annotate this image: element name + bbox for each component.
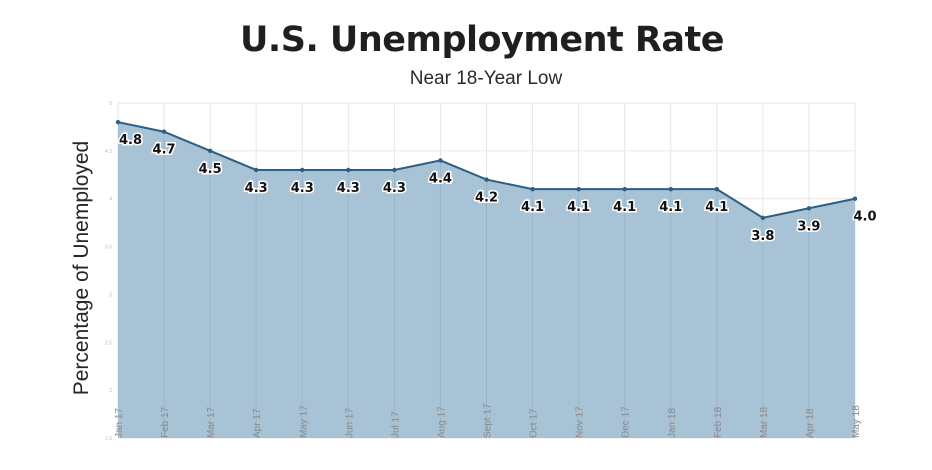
y-tick-label: 3 bbox=[109, 292, 112, 298]
data-point bbox=[484, 177, 489, 182]
y-tick-label: 2 bbox=[109, 388, 112, 394]
x-tick-label: Mar 17 bbox=[206, 406, 217, 438]
x-tick-label: Oct 17 bbox=[529, 408, 540, 438]
data-point bbox=[392, 167, 397, 173]
data-label: 4.7 bbox=[153, 143, 176, 158]
x-tick-label: Jul 17 bbox=[390, 411, 401, 438]
data-point bbox=[115, 119, 121, 125]
chart-subtitle: Near 18-Year Low bbox=[409, 68, 563, 89]
x-tick-label: Nov 17 bbox=[575, 406, 586, 438]
data-label: 4.3 bbox=[245, 181, 268, 196]
data-labels: 4.8 4.7 4.5 4.3 4.3 4.3 4.3 4.4 4.2 4.1 4.1 4.1 4.1 4… bbox=[118, 132, 879, 246]
data-point bbox=[207, 148, 213, 154]
x-tick-label: Feb 17 bbox=[160, 406, 171, 438]
y-tick-label: 1.5 bbox=[105, 436, 112, 442]
data-label: 4.8 bbox=[119, 133, 142, 148]
data-label: 4.3 bbox=[337, 181, 360, 196]
x-tick-label: Dec 17 bbox=[621, 406, 632, 438]
x-tick-label: Aug 17 bbox=[436, 406, 447, 438]
data-points bbox=[115, 119, 858, 221]
data-point bbox=[530, 186, 535, 192]
data-label: 4.1 bbox=[613, 200, 636, 215]
data-label: 4.3 bbox=[383, 181, 406, 196]
data-point bbox=[714, 186, 720, 192]
data-point bbox=[346, 167, 351, 173]
data-point bbox=[253, 167, 259, 173]
data-label: 4.1 bbox=[705, 200, 728, 215]
data-point bbox=[668, 186, 673, 192]
x-tick-label: Jun 17 bbox=[344, 408, 355, 438]
x-tick-label: Apr 18 bbox=[805, 408, 816, 438]
data-point bbox=[161, 129, 167, 134]
x-tick-label: Jan 18 bbox=[667, 408, 678, 438]
data-label: 4.1 bbox=[659, 200, 682, 215]
chart-title: U.S. Unemployment Rate bbox=[240, 20, 724, 60]
x-tick-label: Apr 17 bbox=[252, 408, 263, 438]
data-label: 4.4 bbox=[429, 171, 452, 186]
data-point bbox=[300, 167, 305, 173]
data-point bbox=[852, 196, 858, 201]
data-label: 4.1 bbox=[521, 200, 544, 215]
data-label: 4.5 bbox=[199, 162, 222, 177]
y-tick-label: 4.5 bbox=[105, 149, 112, 155]
data-label: 4.3 bbox=[291, 181, 314, 196]
data-point bbox=[622, 186, 627, 192]
x-axis-labels: Jan 17 Feb 17 Mar 17 Apr 17 May 17 Jun 17 Jul … bbox=[114, 403, 862, 438]
y-tick-label: 2.5 bbox=[105, 340, 112, 346]
data-label: 4.1 bbox=[567, 200, 590, 215]
data-label: 4.2 bbox=[475, 191, 498, 206]
data-label: 4.0 bbox=[853, 210, 876, 225]
data-point bbox=[576, 186, 581, 192]
data-point bbox=[806, 206, 812, 211]
x-tick-label: May 18 bbox=[851, 405, 862, 438]
x-tick-label: Feb 18 bbox=[713, 406, 724, 438]
data-point bbox=[760, 215, 766, 221]
x-tick-label: Jan 17 bbox=[114, 408, 125, 438]
data-label: 3.9 bbox=[797, 219, 820, 234]
data-label: 3.8 bbox=[751, 229, 774, 244]
y-tick-label: 3.5 bbox=[105, 245, 112, 251]
x-tick-label: Sept 17 bbox=[483, 403, 494, 438]
y-tick-label: 5 bbox=[109, 101, 112, 107]
y-ticks: 5 4.5 4 3.5 3 2.5 2 1.5 bbox=[105, 101, 112, 442]
y-tick-label: 4 bbox=[109, 197, 112, 203]
x-tick-label: Mar 18 bbox=[759, 406, 770, 438]
data-point bbox=[438, 158, 443, 163]
x-tick-label: May 17 bbox=[298, 405, 309, 438]
